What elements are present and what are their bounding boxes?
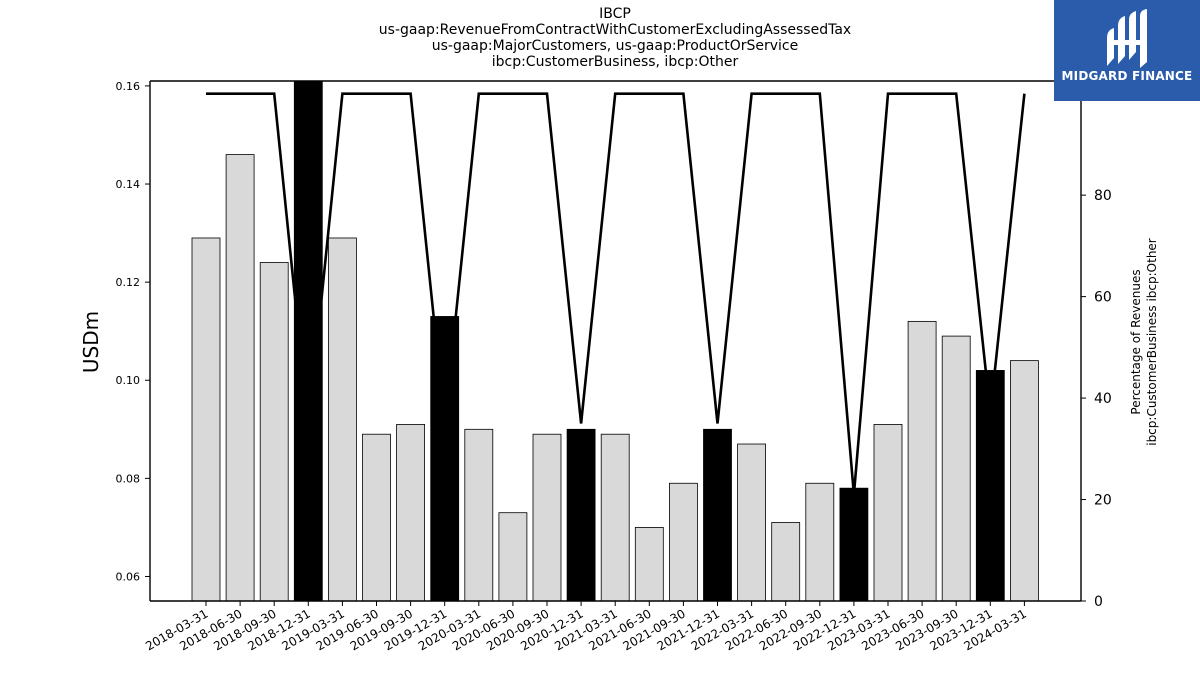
chart-title-line-concept: us-gaap:RevenueFromContractWithCustomerE… xyxy=(378,22,852,38)
y-tick-label-0.12: 0.12 xyxy=(116,276,141,289)
y-tick-label-0.08: 0.08 xyxy=(116,472,141,485)
chart-title-line-members: ibcp:CustomerBusiness, ibcp:Other xyxy=(491,54,739,70)
y2-tick-label-80: 80 xyxy=(1094,188,1112,204)
y2-tick-label-40: 40 xyxy=(1094,391,1112,407)
chart-title-line-ticker: IBCP xyxy=(599,6,631,22)
bar-2019-06-30 xyxy=(362,433,391,602)
y-tick-label-0.10: 0.10 xyxy=(116,374,141,387)
bar-2020-09-30 xyxy=(532,433,562,602)
bar-2020-12-31 xyxy=(566,428,596,602)
bar-2023-03-31 xyxy=(873,423,903,602)
y2-tick-label-0: 0 xyxy=(1094,594,1103,610)
midgard-finance-logo: MIDGARD FINANCE xyxy=(1054,0,1200,101)
midgard-logo-icon xyxy=(1107,9,1147,68)
bar-2022-09-30 xyxy=(805,482,835,602)
bar-2019-09-30 xyxy=(396,423,426,602)
bar-2021-03-31 xyxy=(600,433,630,602)
bar-2019-03-31 xyxy=(327,237,357,602)
y2-tick-label-20: 20 xyxy=(1094,493,1112,509)
bar-2023-09-30 xyxy=(941,335,971,602)
bar-2022-03-31 xyxy=(737,443,766,602)
y2-axis-label-line-1: Percentage of Revenues xyxy=(1129,269,1143,414)
bar-2021-06-30 xyxy=(634,527,664,602)
y-tick-label-0.14: 0.14 xyxy=(116,178,141,191)
bar-2022-06-30 xyxy=(771,522,801,602)
percentage-line xyxy=(206,92,1026,495)
logo-text: MIDGARD FINANCE xyxy=(1061,69,1193,83)
bar-2023-06-30 xyxy=(907,320,937,602)
y2-axis-label-line-2: ibcp:CustomerBusiness ibcp:Other xyxy=(1145,238,1159,446)
bar-2021-09-30 xyxy=(669,482,698,602)
bar-2018-09-30 xyxy=(259,262,289,602)
y-tick-label-0.16: 0.16 xyxy=(116,80,141,93)
bar-2024-03-31 xyxy=(1010,360,1039,602)
bar-2018-06-30 xyxy=(225,154,255,602)
bar-2021-12-31 xyxy=(703,428,732,602)
bar-2018-03-31 xyxy=(191,237,221,602)
y-axis-label: USDm xyxy=(79,311,103,373)
chart-title: IBCP us-gaap:RevenueFromContractWithCust… xyxy=(250,6,980,70)
chart-title-line-axes: us-gaap:MajorCustomers, us-gaap:ProductO… xyxy=(431,38,799,54)
bar-2019-12-31 xyxy=(430,316,460,602)
bar-2022-12-31 xyxy=(839,487,869,602)
bar-2020-03-31 xyxy=(464,428,494,602)
y-tick-label-0.06: 0.06 xyxy=(116,570,141,583)
y2-tick-label-60: 60 xyxy=(1094,290,1112,306)
bar-2020-06-30 xyxy=(498,512,528,602)
